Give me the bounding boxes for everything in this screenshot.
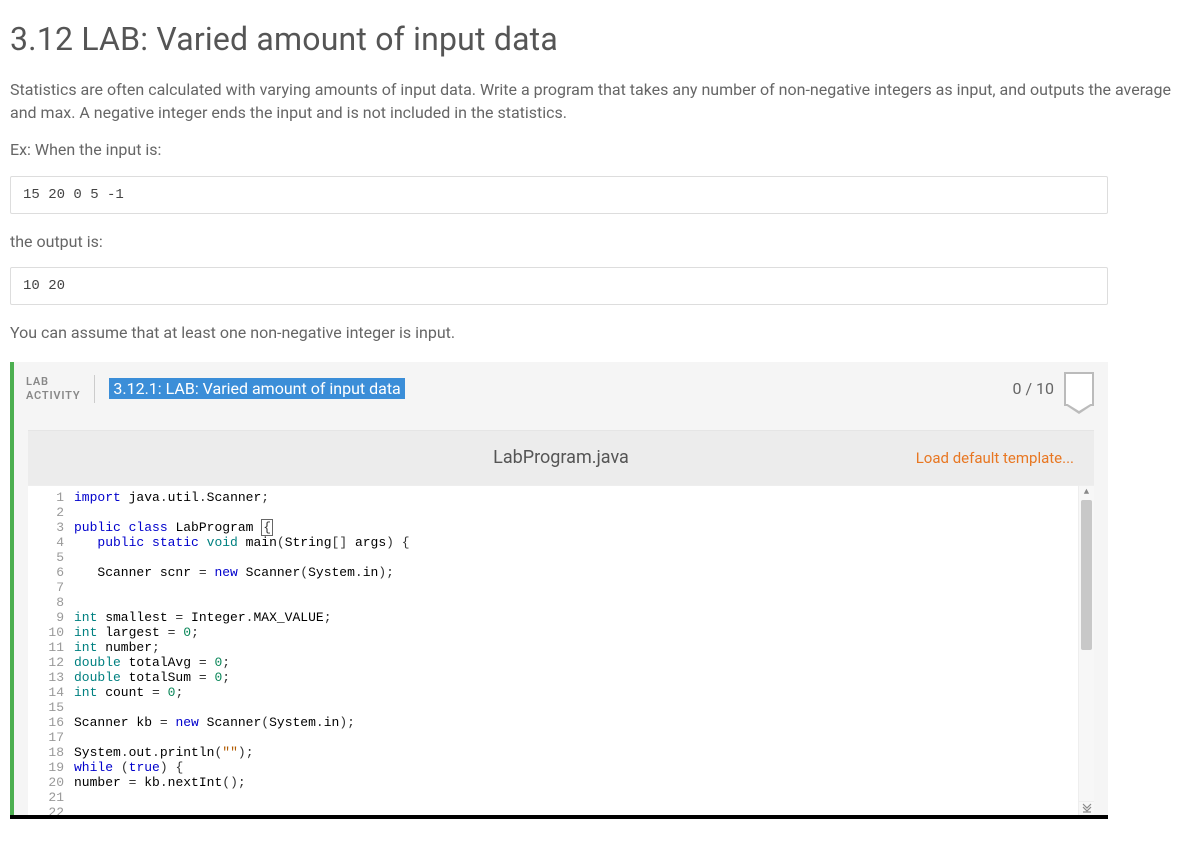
scroll-thumb[interactable] xyxy=(1081,500,1092,650)
bottom-rule xyxy=(10,815,1108,819)
scroll-up-icon[interactable]: ▲ xyxy=(1079,486,1094,500)
activity-tag: LAB ACTIVITY xyxy=(26,375,95,404)
activity-tag-line1: LAB xyxy=(26,375,80,389)
code-editor[interactable]: 12345678910111213141516171819202122 impo… xyxy=(28,485,1094,815)
example-input-label: Ex: When the input is: xyxy=(10,138,1193,161)
editor-wrap: LabProgram.java Load default template...… xyxy=(28,430,1094,815)
scroll-to-bottom-icon[interactable] xyxy=(1078,801,1094,815)
score-badge-icon xyxy=(1064,372,1094,406)
activity-header: LAB ACTIVITY 3.12.1: LAB: Varied amount … xyxy=(14,362,1108,416)
code-lines[interactable]: import java.util.Scanner; public class L… xyxy=(70,486,1094,815)
example-input-block: 15 20 0 5 -1 xyxy=(10,176,1108,214)
line-number-gutter: 12345678910111213141516171819202122 xyxy=(28,486,70,815)
load-default-button[interactable]: Load default template... xyxy=(916,449,1074,467)
editor-tabbar: LabProgram.java Load default template... xyxy=(28,431,1094,485)
score-text: 0 / 10 xyxy=(1012,379,1054,398)
activity-tag-line2: ACTIVITY xyxy=(26,389,80,403)
lab-activity-panel: LAB ACTIVITY 3.12.1: LAB: Varied amount … xyxy=(10,362,1108,815)
problem-description: Statistics are often calculated with var… xyxy=(10,78,1193,124)
scrollbar-vertical[interactable]: ▲ xyxy=(1078,486,1094,801)
activity-score: 0 / 10 xyxy=(1012,372,1094,406)
activity-title: 3.12.1: LAB: Varied amount of input data xyxy=(109,378,404,399)
filename-label: LabProgram.java xyxy=(493,447,629,468)
example-output-label: the output is: xyxy=(10,230,1193,253)
page-title: 3.12 LAB: Varied amount of input data xyxy=(10,20,1193,58)
assumption-text: You can assume that at least one non-neg… xyxy=(10,321,1193,344)
example-output-block: 10 20 xyxy=(10,267,1108,305)
